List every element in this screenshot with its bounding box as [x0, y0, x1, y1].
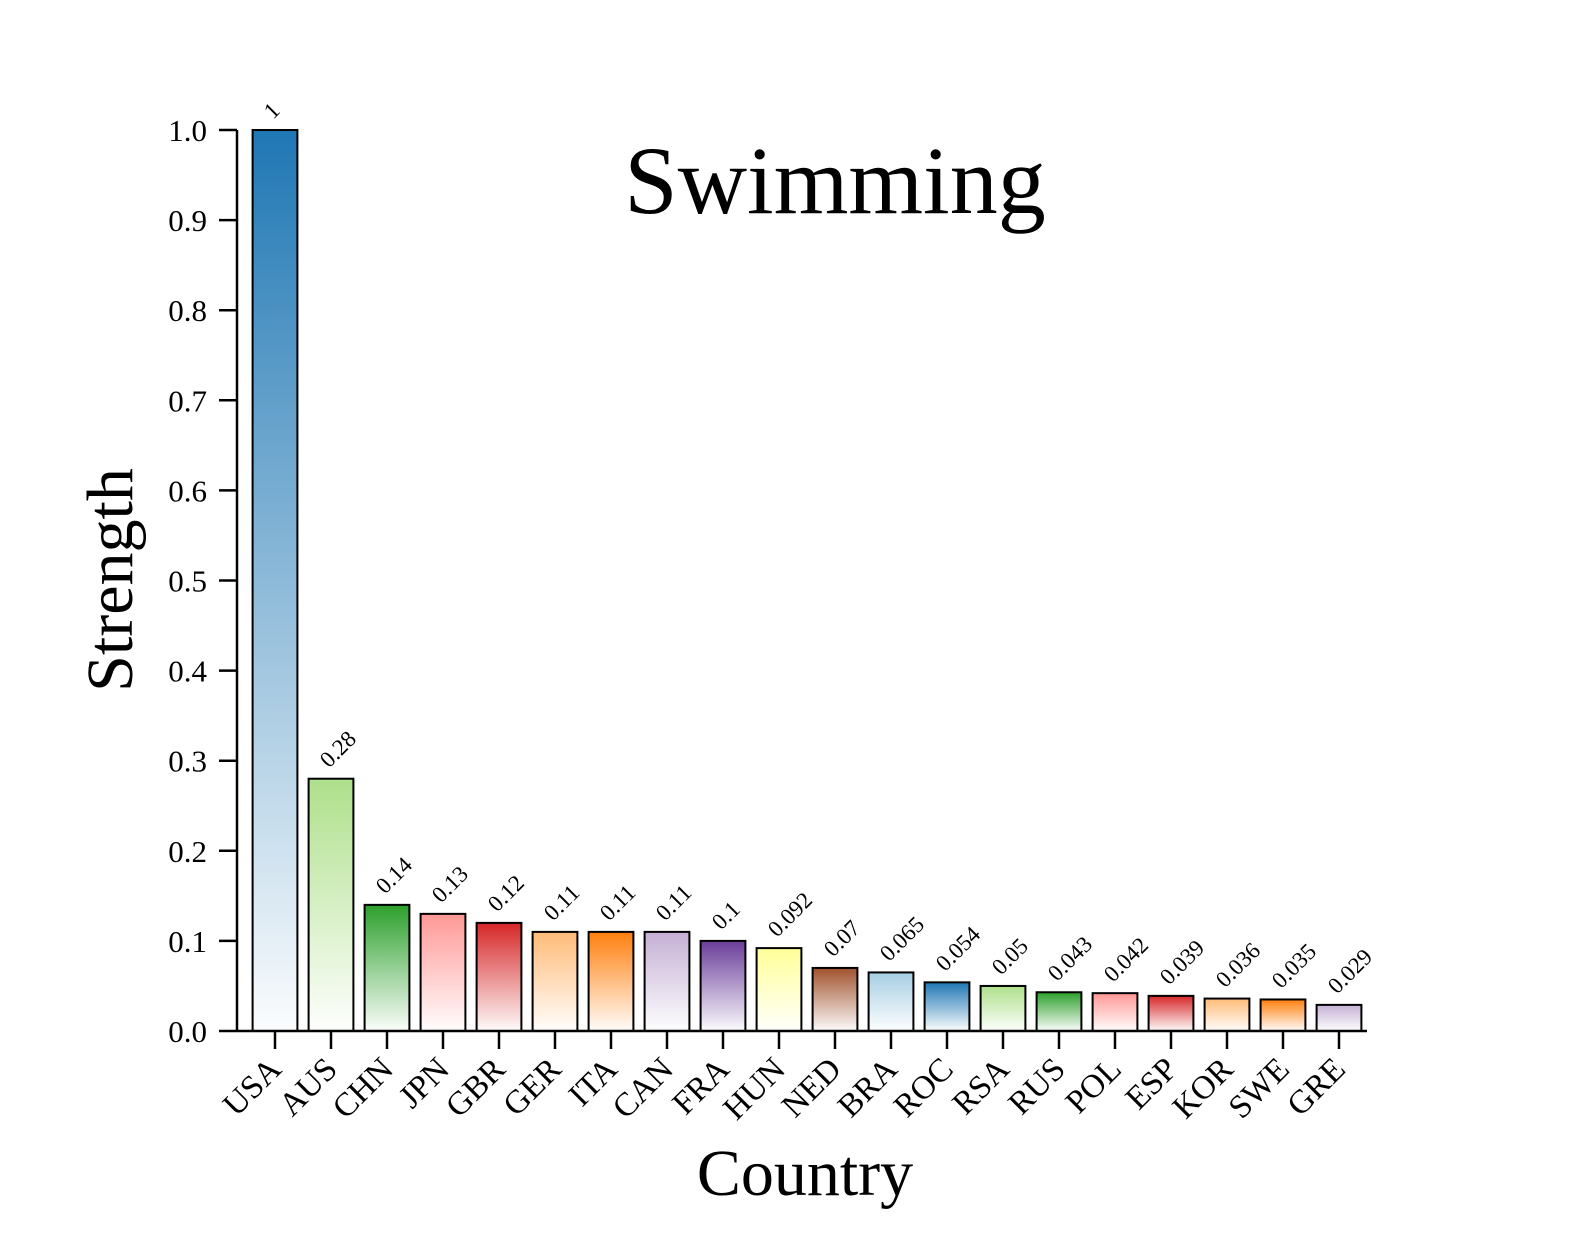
- y-tick-label: 0.9: [168, 203, 207, 238]
- data-label: 0.11: [539, 880, 585, 926]
- x-tick-label: GRE: [1281, 1051, 1353, 1123]
- data-label: 0.12: [483, 870, 529, 916]
- x-tick-label: GER: [497, 1051, 569, 1123]
- x-tick-label: AUS: [273, 1051, 345, 1123]
- bar-hun: [755, 947, 803, 1032]
- y-tick-label: 0.7: [168, 383, 207, 418]
- x-axis-title: Country: [697, 1137, 913, 1210]
- bars-group: 10.280.14 0.13 0.12 0.11 0.11 0.11 0.1 0.092 0.0…: [251, 98, 1377, 1033]
- data-label: 0.054: [931, 921, 986, 976]
- data-label: 0.042: [1099, 932, 1153, 986]
- bar-usa: [251, 129, 299, 1032]
- x-tick-label: USA: [217, 1051, 289, 1123]
- x-tick-label: HUN: [717, 1051, 793, 1127]
- y-axis: 0.0 0.1 0.2 0.3 0.4 0.5 0.6 0.7 0.8 0.9 1.0: [168, 113, 239, 1049]
- bar-kor: [1203, 997, 1251, 1033]
- x-axis: USAAUSCHNJPNGBRGERITACANFRAHUNNEDBRAROCR…: [217, 1029, 1367, 1127]
- y-tick-label: 0.1: [168, 924, 207, 959]
- bar-rsa: [979, 984, 1027, 1033]
- bar-jpn: [419, 912, 467, 1032]
- bar-pol: [1091, 992, 1139, 1033]
- x-tick-label: KOR: [1166, 1051, 1241, 1126]
- data-label: 0.029: [1323, 944, 1377, 998]
- y-tick-label: 1.0: [168, 113, 207, 148]
- bar-can: [643, 930, 691, 1033]
- bar-swe: [1259, 998, 1307, 1033]
- data-label: 0.07: [819, 915, 865, 961]
- bar-ger: [531, 930, 579, 1033]
- data-label: 0.039: [1155, 935, 1209, 989]
- y-tick-label: 0.0: [168, 1014, 207, 1049]
- data-label: 0.035: [1267, 939, 1321, 993]
- data-label: 0.092: [763, 887, 817, 941]
- x-tick-label: GBR: [439, 1051, 512, 1124]
- data-label: 0.05: [987, 933, 1033, 979]
- bar-fra: [699, 939, 747, 1033]
- y-axis-title: Strength: [74, 468, 147, 692]
- data-label: 0.036: [1211, 938, 1265, 992]
- x-tick-label: NED: [775, 1051, 848, 1124]
- y-tick-label: 0.3: [168, 744, 207, 779]
- data-label: 0.11: [595, 880, 641, 926]
- data-label: 0.28: [315, 726, 361, 772]
- x-tick-label: ROC: [887, 1051, 960, 1124]
- data-label: 1: [259, 98, 285, 124]
- y-tick-label: 0.2: [168, 834, 207, 869]
- bar-chn: [363, 903, 411, 1032]
- x-tick-label: CHN: [326, 1051, 401, 1126]
- y-tick-label: 0.4: [168, 654, 207, 689]
- x-tick-label: POL: [1059, 1051, 1129, 1121]
- x-tick-label: SWE: [1222, 1051, 1297, 1126]
- chart-title: Swimming: [624, 127, 1045, 234]
- data-label: 0.14: [371, 852, 417, 898]
- x-tick-label: CAN: [606, 1051, 681, 1126]
- bar-roc: [923, 981, 971, 1033]
- x-tick-label: RSA: [946, 1051, 1017, 1122]
- x-tick-label: RUS: [1002, 1051, 1073, 1122]
- y-tick-label: 0.8: [168, 293, 207, 328]
- data-label: 0.065: [875, 912, 929, 966]
- data-label: 0.1: [707, 896, 745, 934]
- bar-aus: [307, 777, 355, 1032]
- bar-esp: [1147, 994, 1195, 1033]
- bar-ita: [587, 930, 635, 1033]
- y-tick-label: 0.6: [168, 473, 207, 508]
- bar-ned: [811, 966, 859, 1032]
- data-label: 0.043: [1043, 932, 1097, 986]
- data-label: 0.11: [651, 880, 697, 926]
- bar-rus: [1035, 991, 1083, 1033]
- y-tick-label: 0.5: [168, 564, 207, 599]
- data-label: 0.13: [427, 861, 473, 907]
- bar-bra: [867, 971, 915, 1032]
- bar-gre: [1315, 1003, 1363, 1032]
- bar-gbr: [475, 921, 523, 1033]
- x-tick-label: BRA: [831, 1051, 905, 1125]
